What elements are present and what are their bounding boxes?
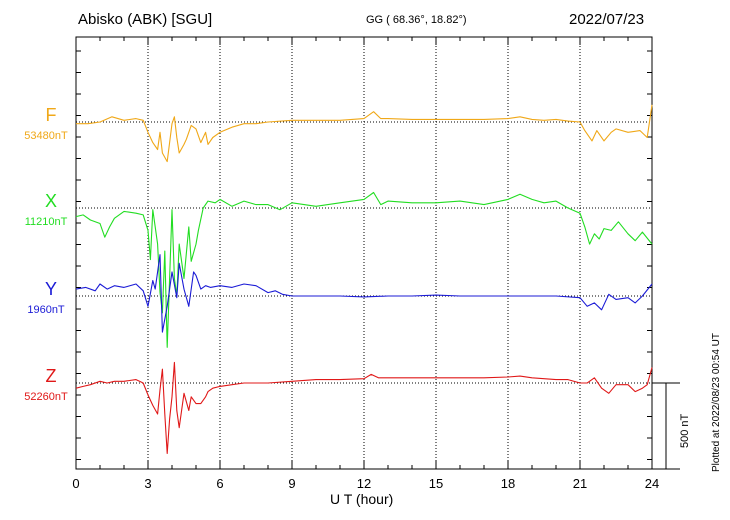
series-line-f	[76, 104, 653, 163]
date-label: 2022/07/23	[569, 11, 645, 28]
component-label-f: F	[46, 105, 57, 125]
station-title: Abisko (ABK) [SGU]	[78, 11, 213, 28]
coordinates-text: GG ( 68.36°, 18.82°)	[366, 14, 467, 26]
plotted-timestamp: Plotted at 2022/08/23 00:54 UT	[711, 333, 722, 472]
baseline-value-f: 53480nT	[24, 130, 68, 142]
component-label-x: X	[45, 191, 57, 211]
component-label-z: Z	[46, 366, 57, 386]
baseline-value-x: 11210nT	[25, 216, 68, 228]
x-axis-label: U T (hour)	[330, 491, 394, 507]
x-tick-label: 6	[216, 476, 223, 491]
scale-bar-label: 500 nT	[679, 413, 691, 448]
baseline-value-y: 1960nT	[27, 304, 65, 316]
x-tick-label: 24	[645, 476, 659, 491]
component-label-y: Y	[45, 279, 57, 299]
x-tick-label: 0	[72, 476, 79, 491]
series-line-z	[75, 361, 653, 455]
coordinates-label: GG ( 68.36°, 18.82°)	[366, 14, 467, 26]
x-tick-label: 21	[573, 476, 587, 491]
series-line-x	[75, 191, 653, 348]
series-line-y	[75, 254, 653, 333]
x-tick-label: 12	[357, 476, 371, 491]
x-tick-label: 15	[429, 476, 443, 491]
baseline-value-z: 52260nT	[24, 391, 68, 403]
x-tick-label: 18	[501, 476, 515, 491]
x-tick-label: 9	[288, 476, 295, 491]
x-tick-label: 3	[144, 476, 151, 491]
